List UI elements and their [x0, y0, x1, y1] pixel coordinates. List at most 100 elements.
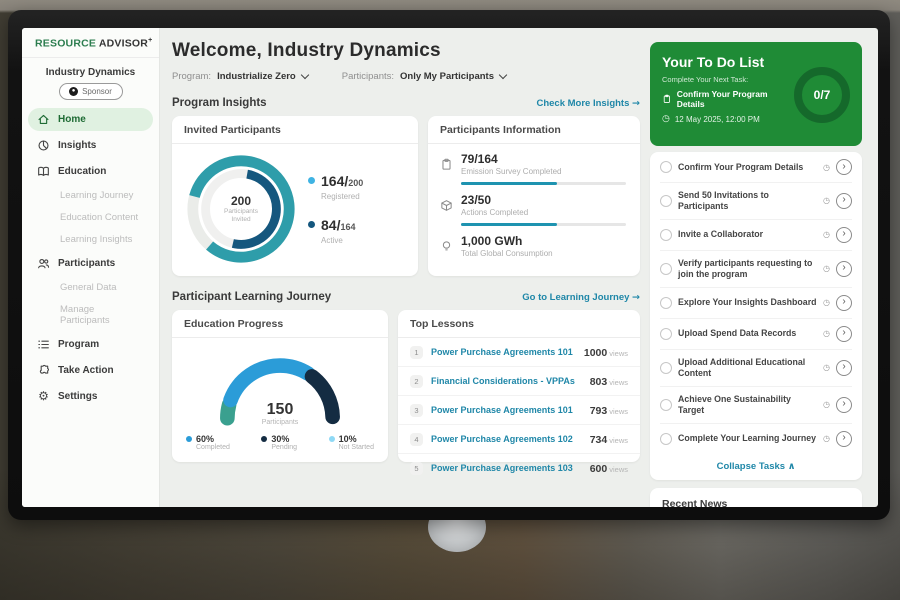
lesson-row: 4 Power Purchase Agreements 102 734 views	[398, 425, 640, 454]
task-checkbox[interactable]	[660, 228, 672, 241]
lesson-link[interactable]: Power Purchase Agreements 102	[431, 434, 573, 444]
card-title: Participants Information	[428, 116, 640, 144]
task-row: Verify participants requesting to join t…	[660, 251, 852, 288]
arrow-right-icon: →	[632, 97, 640, 109]
legend-dot	[261, 436, 268, 442]
dashboard-screen: RESOURCE ADVISOR+ Industry Dynamics ● Sp…	[22, 28, 878, 507]
sidebar-item-education[interactable]: Education	[28, 160, 153, 183]
task-open-button[interactable]: ›	[836, 359, 852, 376]
task-open-button[interactable]: ›	[836, 325, 852, 342]
sidebar-item-program[interactable]: Program	[28, 333, 153, 356]
donut-center-label: Participants	[224, 207, 258, 215]
gear-icon: ⚙	[38, 388, 49, 403]
task-row: Invite a Collaborator ◷ ›	[660, 220, 852, 251]
check-more-insights-link[interactable]: Check More Insights →	[536, 98, 640, 109]
task-row: Upload Additional Educational Content ◷ …	[660, 350, 852, 387]
lesson-link[interactable]: Power Purchase Agreements 101	[431, 405, 573, 415]
lesson-link[interactable]: Power Purchase Agreements 101	[431, 347, 573, 357]
legend-label: Completed	[196, 444, 230, 451]
task-checkbox[interactable]	[660, 262, 672, 275]
sidebar-item-participants[interactable]: Participants	[28, 252, 153, 275]
task-open-button[interactable]: ›	[836, 159, 852, 175]
legend-item-active: 84/164 Active	[308, 217, 363, 245]
lesson-row: 5 Power Purchase Agreements 103 600 views	[398, 454, 640, 482]
task-open-button[interactable]: ›	[836, 294, 852, 311]
home-icon	[38, 114, 49, 124]
legend-value: 30%	[271, 434, 290, 444]
rank-badge: 4	[410, 432, 423, 446]
chevron-up-icon: ∧	[787, 460, 796, 472]
task-open-button[interactable]: ›	[836, 430, 852, 447]
task-open-button[interactable]: ›	[836, 226, 852, 243]
views-count: 1000	[583, 347, 608, 359]
task-checkbox[interactable]	[660, 398, 672, 411]
cube-icon	[441, 200, 452, 211]
task-checkbox[interactable]	[660, 161, 672, 173]
sidebar-item-settings[interactable]: ⚙ Settings	[28, 385, 153, 408]
sidebar-item-learning-insights[interactable]: Learning Insights	[28, 230, 153, 249]
sidebar-item-insights[interactable]: Insights	[28, 134, 153, 157]
sidebar-item-home[interactable]: Home	[28, 107, 153, 131]
lesson-link[interactable]: Financial Considerations - VPPAs	[431, 376, 575, 386]
legend-value: 10%	[338, 434, 357, 444]
link-label: Check More Insights	[536, 97, 630, 109]
legend-item-not-started: 10% Not Started	[328, 434, 374, 451]
legend-label: Pending	[271, 444, 298, 451]
metric-label: Actions Completed	[461, 208, 529, 217]
education-progress-gauge-chart: 150 Participants	[210, 348, 350, 426]
sponsor-badge[interactable]: ● Sponsor	[58, 82, 123, 100]
clock-icon: ◷	[823, 230, 830, 240]
task-checkbox[interactable]	[660, 194, 672, 207]
sidebar-item-label: Settings	[58, 390, 98, 402]
education-progress-card: Education Progress 150 Participants	[172, 310, 388, 462]
task-row: Send 50 Invitations to Participants ◷ ›	[660, 183, 852, 220]
progress-fill	[461, 223, 557, 226]
sidebar-item-learning-journey[interactable]: Learning Journey	[28, 186, 153, 205]
clock-icon: ◷	[823, 196, 830, 206]
sidebar-item-manage-participants[interactable]: Manage Participants	[28, 300, 153, 330]
task-label: Verify participants requesting to join t…	[678, 257, 813, 279]
sidebar-item-take-action[interactable]: Take Action	[28, 359, 153, 382]
task-checkbox[interactable]	[660, 296, 672, 309]
metric-label: Emission Survey Completed	[461, 167, 562, 176]
sidebar-item-label: Insights	[58, 139, 97, 151]
link-label: Go to Learning Journey	[522, 291, 630, 303]
lesson-link[interactable]: Power Purchase Agreements 103	[431, 463, 573, 473]
collapse-tasks-link[interactable]: Collapse Tasks ∧	[660, 454, 852, 480]
task-label: Achieve One Sustainability Target	[678, 393, 791, 415]
participants-select[interactable]: Participants: Only My Participants	[342, 70, 508, 82]
sidebar-item-label: Manage Participants	[60, 303, 110, 326]
progress-bar	[461, 223, 626, 226]
list-icon	[38, 340, 49, 348]
views-suffix: views	[609, 465, 628, 474]
task-checkbox[interactable]	[660, 432, 672, 445]
legend-total: 164	[340, 222, 356, 232]
brand-primary: RESOURCE	[35, 37, 97, 50]
lesson-row: 1 Power Purchase Agreements 101 1000 view…	[398, 338, 640, 367]
task-open-button[interactable]: ›	[836, 396, 852, 413]
task-open-button[interactable]: ›	[836, 260, 852, 277]
todo-next-task-label: Confirm Your Program Details	[676, 89, 768, 109]
legend-item-completed: 60% Completed	[186, 434, 230, 451]
todo-due-date-label: 12 May 2025, 12:00 PM	[674, 114, 760, 124]
task-row: Confirm Your Program Details ◷ ›	[660, 152, 852, 183]
program-select[interactable]: Program: Industrialize Zero	[172, 70, 309, 82]
sidebar-item-general-data[interactable]: General Data	[28, 278, 153, 297]
legend-value: 164/	[321, 173, 349, 189]
task-open-button[interactable]: ›	[836, 192, 852, 209]
card-title: Invited Participants	[172, 116, 418, 144]
todo-progress-ring: 0/7	[794, 67, 850, 123]
task-label: Upload Spend Data Records	[678, 328, 797, 339]
task-checkbox[interactable]	[660, 361, 672, 374]
task-checkbox[interactable]	[660, 327, 672, 340]
todo-next-task: Confirm Your Program Details	[662, 89, 794, 109]
lesson-row: 3 Power Purchase Agreements 101 793 views	[398, 396, 640, 425]
sponsor-icon: ●	[69, 86, 79, 96]
go-to-learning-journey-link[interactable]: Go to Learning Journey →	[522, 292, 640, 303]
todo-due-date: ◷ 12 May 2025, 12:00 PM	[662, 114, 794, 124]
sidebar-item-education-content[interactable]: Education Content	[28, 208, 153, 227]
sidebar-item-label: Participants	[58, 257, 116, 269]
org-name: Industry Dynamics	[45, 66, 136, 78]
brand-plus: +	[148, 37, 153, 44]
sidebar: RESOURCE ADVISOR+ Industry Dynamics ● Sp…	[22, 28, 160, 507]
